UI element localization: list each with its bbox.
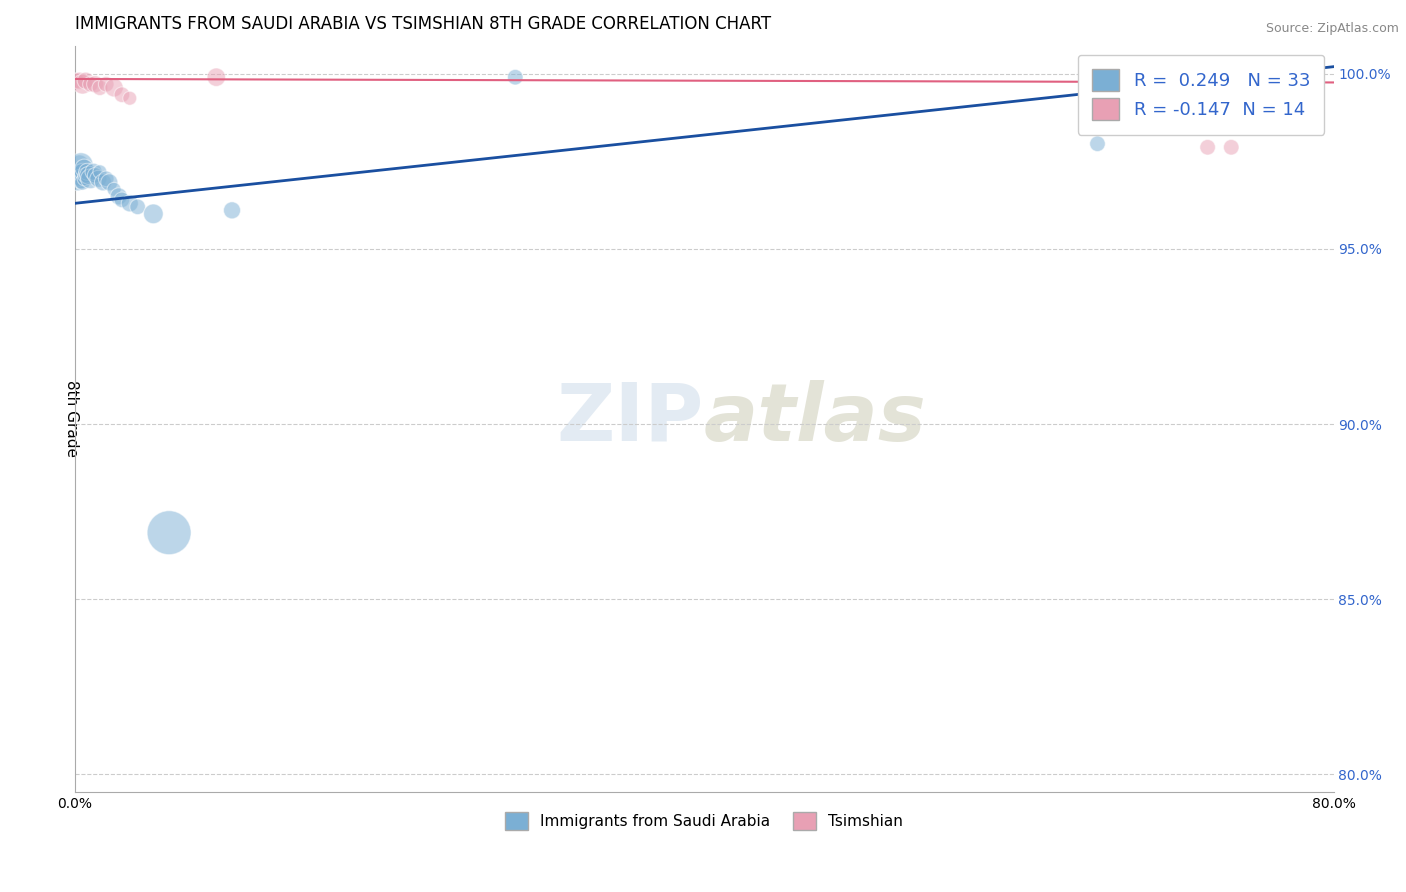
Point [66,165,89,179]
Point [77,169,100,183]
Point [84,169,107,183]
Point [127,200,149,214]
Point [118,196,141,211]
Point [67,73,90,87]
Point [98,175,121,189]
Point [70,158,93,172]
Point [103,182,125,196]
Point [75,73,97,87]
Text: ZIP: ZIP [557,380,704,458]
Text: Source: ZipAtlas.com: Source: ZipAtlas.com [1265,22,1399,36]
Point [84,77,107,91]
Point [65,73,87,87]
Point [94,77,117,91]
Point [107,189,129,203]
Point [73,171,96,186]
Point [111,87,134,102]
Point [89,165,111,179]
Point [70,171,93,186]
Point [142,207,165,221]
Point [1197,140,1219,154]
Point [79,77,101,91]
Point [72,175,94,189]
Point [1212,67,1234,81]
Point [89,80,111,95]
Point [79,171,101,186]
Text: atlas: atlas [704,380,927,458]
Point [83,165,105,179]
Point [72,165,94,179]
Point [221,203,243,218]
Point [1220,140,1243,154]
Y-axis label: 8th Grade: 8th Grade [63,380,79,458]
Point [503,70,526,85]
Point [67,169,90,183]
Point [94,171,117,186]
Point [72,77,94,91]
Point [111,193,134,207]
Point [157,525,180,540]
Legend: Immigrants from Saudi Arabia, Tsimshian: Immigrants from Saudi Arabia, Tsimshian [499,805,910,837]
Point [76,165,98,179]
Point [66,175,89,189]
Text: IMMIGRANTS FROM SAUDI ARABIA VS TSIMSHIAN 8TH GRADE CORRELATION CHART: IMMIGRANTS FROM SAUDI ARABIA VS TSIMSHIA… [75,15,770,33]
Point [1087,136,1109,151]
Point [103,80,125,95]
Point [67,158,90,172]
Point [91,175,114,189]
Point [87,171,110,186]
Point [65,169,87,183]
Point [73,161,96,176]
Point [205,70,228,85]
Point [75,169,97,183]
Point [118,91,141,105]
